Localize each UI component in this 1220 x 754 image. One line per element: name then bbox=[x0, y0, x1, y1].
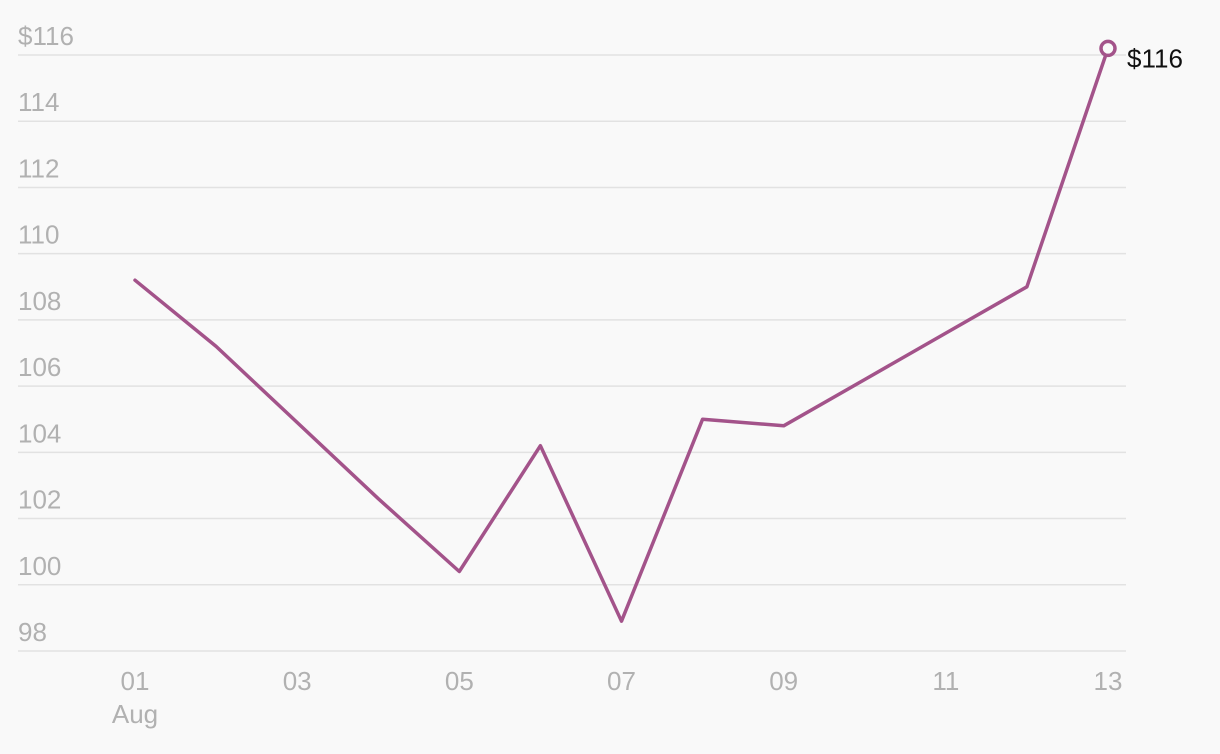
y-tick-label-106: 106 bbox=[18, 352, 61, 382]
x-tick-label-09: 09 bbox=[769, 666, 798, 696]
x-axis-month-label: Aug bbox=[112, 699, 158, 729]
x-tick-label-05: 05 bbox=[445, 666, 474, 696]
y-tick-label-104: 104 bbox=[18, 418, 61, 448]
y-tick-label-110: 110 bbox=[18, 220, 59, 250]
y-axis-tick-labels: 98 100 102 104 106 108 110 112 114 $116 bbox=[18, 21, 74, 647]
y-tick-label-108: 108 bbox=[18, 286, 61, 316]
y-tick-label-102: 102 bbox=[18, 485, 61, 515]
x-tick-label-03: 03 bbox=[283, 666, 312, 696]
price-series-line bbox=[133, 46, 1110, 623]
x-tick-label-13: 13 bbox=[1094, 666, 1123, 696]
y-tick-label-114: 114 bbox=[18, 87, 59, 117]
y-tick-label-100: 100 bbox=[18, 551, 61, 581]
gridlines bbox=[18, 54, 1126, 652]
last-value-label: $116 bbox=[1127, 43, 1183, 73]
y-tick-label-116: $116 bbox=[18, 21, 74, 51]
x-tick-label-07: 07 bbox=[607, 666, 636, 696]
x-axis-tick-labels: 01 03 05 07 09 11 13 bbox=[121, 666, 1123, 696]
y-tick-label-98: 98 bbox=[18, 617, 47, 647]
y-tick-label-112: 112 bbox=[18, 153, 59, 183]
x-tick-label-11: 11 bbox=[932, 666, 959, 696]
last-point-marker bbox=[1099, 39, 1117, 58]
x-tick-label-01: 01 bbox=[121, 666, 150, 696]
